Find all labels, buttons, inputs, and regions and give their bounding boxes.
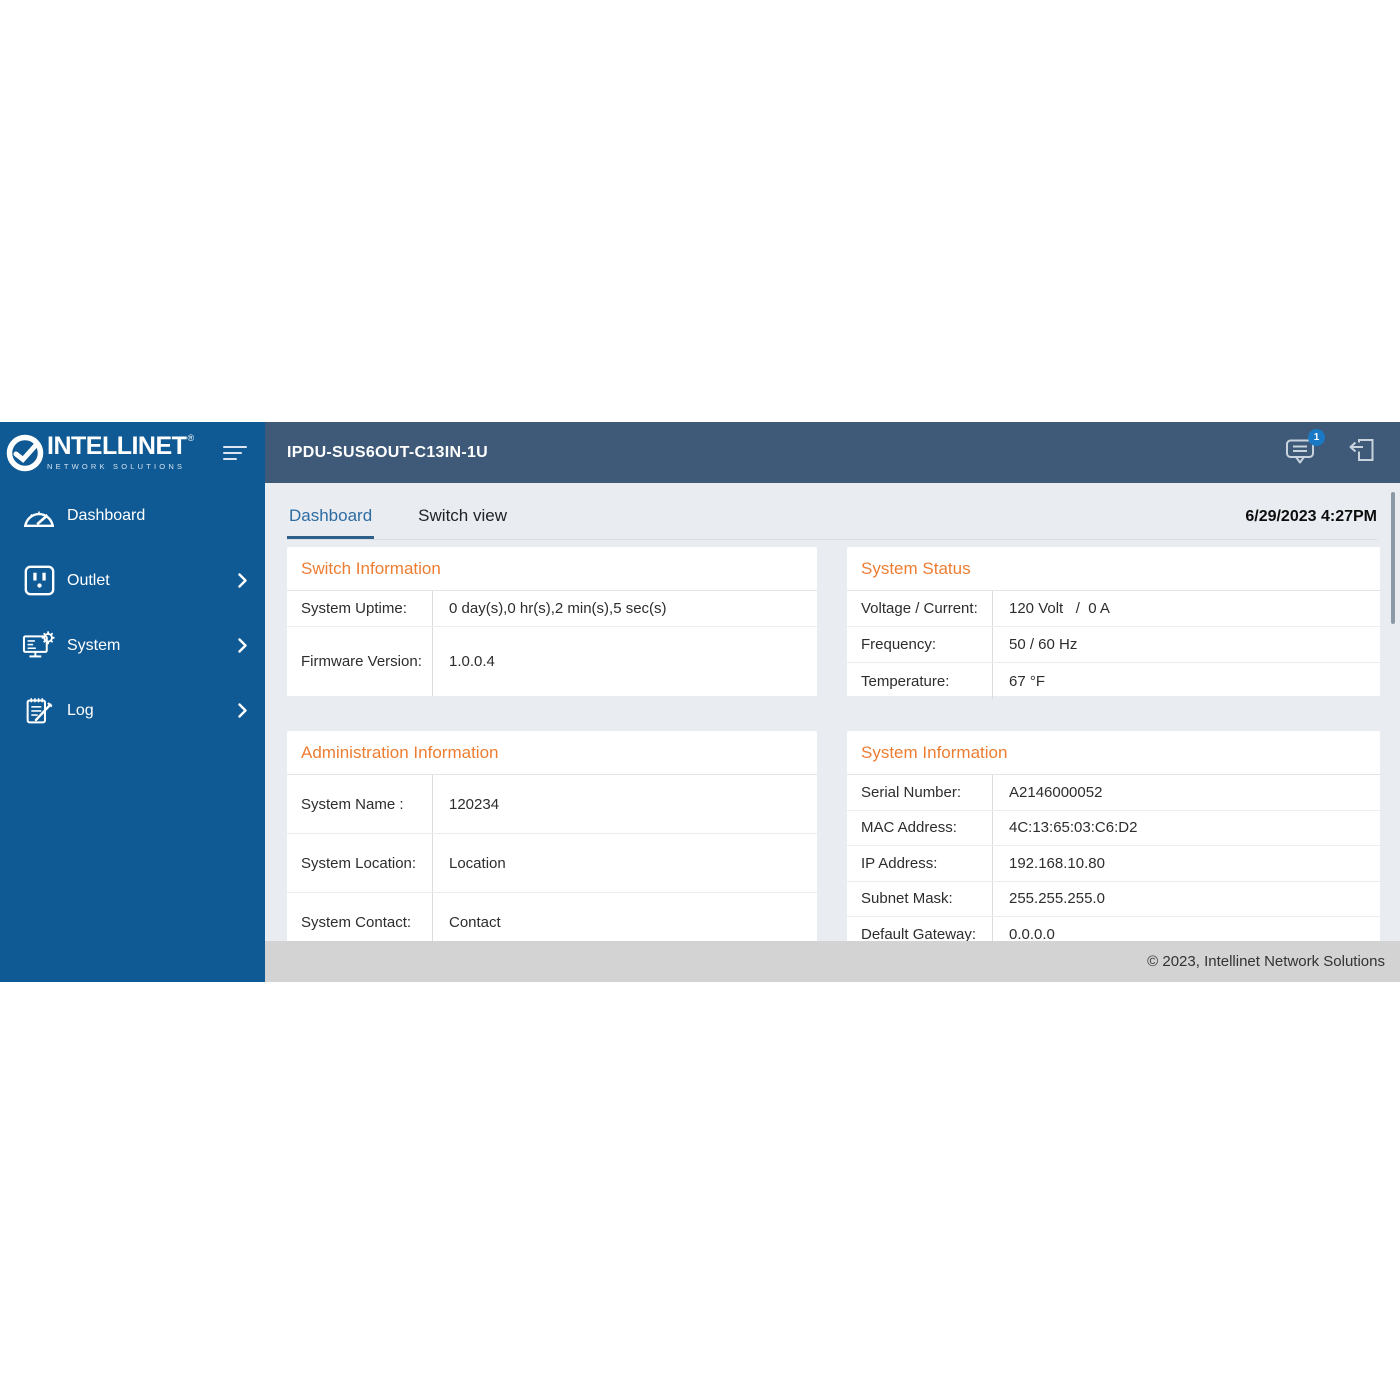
- system-information-card: System Information Serial Number: A214600…: [847, 731, 1380, 953]
- sidebar-item-label: Log: [67, 701, 94, 719]
- row-value: 0 day(s),0 hr(s),2 min(s),5 sec(s): [449, 600, 667, 617]
- row-value: Location: [449, 854, 506, 872]
- row-value: 50 / 60 Hz: [1009, 636, 1078, 653]
- sidebar-item-label: System: [67, 636, 121, 654]
- chevron-right-icon: [238, 573, 247, 588]
- table-row: Firmware Version: 1.0.0.4: [287, 627, 817, 696]
- brand-name: INTELLINET: [47, 432, 187, 460]
- table-row: Default Gateway: 0.0.0.0: [847, 917, 1380, 953]
- table-row: Subnet Mask: 255.255.255.0: [847, 881, 1380, 917]
- card-title: Administration Information: [287, 731, 817, 775]
- brand-tagline: NETWORK SOLUTIONS: [47, 462, 186, 471]
- table-row: Voltage / Current: 120 Volt / 0 A: [847, 591, 1380, 627]
- row-label: Default Gateway:: [847, 917, 993, 953]
- sidebar-item-label: Outlet: [67, 571, 110, 589]
- sidebar-item-log[interactable]: Log: [0, 678, 265, 743]
- table-row: System Contact: Contact: [287, 893, 817, 953]
- intellinet-logo: INTELLINET ® NETWORK SOLUTIONS: [5, 433, 194, 473]
- row-value: 120 Volt / 0 A: [1009, 600, 1110, 617]
- message-icon[interactable]: 1: [1285, 428, 1325, 469]
- gauge-icon: [20, 503, 58, 529]
- copyright-text: © 2023, Intellinet Network Solutions: [1147, 953, 1385, 970]
- datetime-display: 6/29/2023 4:27PM: [1245, 508, 1377, 525]
- card-title: System Information: [847, 731, 1380, 775]
- notification-badge: 1: [1308, 428, 1325, 446]
- row-value: 1.0.0.4: [449, 653, 495, 670]
- tabs-row: Dashboard Switch view 6/29/2023 4:27PM: [287, 483, 1377, 540]
- row-label: Firmware Version:: [287, 627, 433, 696]
- row-value: A2146000052: [1009, 783, 1103, 801]
- row-value: 4C:13:65:03:C6:D2: [1009, 819, 1138, 837]
- row-value: 67 °F: [1009, 672, 1046, 690]
- sidebar-item-label: Dashboard: [67, 506, 146, 524]
- log-icon: [20, 695, 58, 726]
- cards-grid: Switch Information System Uptime: 0 day(s…: [287, 547, 1400, 953]
- row-label: System Name :: [287, 775, 433, 833]
- top-header-bar: IPDU-SUS6OUT-C13IN-1U 1: [265, 422, 1400, 483]
- row-label: Temperature:: [847, 663, 993, 699]
- row-value: Contact: [449, 914, 501, 932]
- administration-information-card: Administration Information System Name :…: [287, 731, 817, 953]
- menu-icon[interactable]: [223, 442, 247, 464]
- row-label: Voltage / Current:: [847, 591, 993, 626]
- card-rows: Serial Number: A2146000052 MAC Address: 4C:…: [847, 775, 1380, 953]
- row-value: 0.0.0.0: [1009, 926, 1055, 944]
- sidebar-item-outlet[interactable]: Outlet: [0, 548, 265, 613]
- table-row: System Location: Location: [287, 834, 817, 893]
- table-row: Temperature: 67 °F: [847, 663, 1380, 699]
- card-title: System Status: [847, 547, 1380, 591]
- row-value: 255.255.255.0: [1009, 890, 1105, 908]
- row-label: IP Address:: [847, 846, 993, 881]
- logout-icon[interactable]: [1346, 436, 1376, 469]
- main-area: IPDU-SUS6OUT-C13IN-1U 1: [265, 422, 1400, 982]
- table-row: IP Address: 192.168.10.80: [847, 846, 1380, 882]
- card-rows: Voltage / Current: 120 Volt / 0 A Frequenc…: [847, 591, 1380, 699]
- app-window: INTELLINET ® NETWORK SOLUTIONS Dashboard…: [0, 422, 1400, 982]
- tab-switch-view[interactable]: Switch view: [418, 506, 507, 525]
- content-area: Dashboard Switch view 6/29/2023 4:27PM Sw…: [265, 483, 1400, 982]
- system-status-card: System Status Voltage / Current: 120 Volt…: [847, 547, 1380, 699]
- sidebar-item-system[interactable]: System: [0, 613, 265, 678]
- table-row: Frequency: 50 / 60 Hz: [847, 627, 1380, 663]
- chevron-right-icon: [238, 638, 247, 653]
- table-row: MAC Address: 4C:13:65:03:C6:D2: [847, 810, 1380, 846]
- card-rows: System Uptime: 0 day(s),0 hr(s),2 min(s),…: [287, 591, 817, 696]
- vertical-scrollbar[interactable]: [1391, 492, 1395, 624]
- header-icons: 1: [1285, 428, 1376, 469]
- outlet-icon: [20, 565, 58, 596]
- row-label: Serial Number:: [847, 775, 993, 810]
- table-row: System Name : 120234: [287, 775, 817, 834]
- brand-text: INTELLINET ® NETWORK SOLUTIONS: [47, 432, 195, 472]
- tab-bar: Dashboard Switch view: [287, 506, 551, 539]
- card-rows: System Name : 120234 System Location: Locat…: [287, 775, 817, 953]
- row-label: MAC Address:: [847, 810, 993, 845]
- sidebar-item-dashboard[interactable]: Dashboard: [0, 483, 265, 548]
- sidebar-nav: Dashboard Outlet System Log: [0, 483, 265, 743]
- table-row: System Uptime: 0 day(s),0 hr(s),2 min(s),…: [287, 591, 817, 627]
- sidebar-logo-row: INTELLINET ® NETWORK SOLUTIONS: [0, 422, 265, 483]
- device-title: IPDU-SUS6OUT-C13IN-1U: [287, 443, 489, 461]
- footer-bar: © 2023, Intellinet Network Solutions: [265, 941, 1400, 982]
- row-label: System Uptime:: [287, 591, 433, 626]
- check-circle-logo-icon: [6, 434, 44, 471]
- row-label: Frequency:: [847, 627, 993, 662]
- switch-information-card: Switch Information System Uptime: 0 day(s…: [287, 547, 817, 696]
- row-value: 192.168.10.80: [1009, 854, 1105, 872]
- sidebar: INTELLINET ® NETWORK SOLUTIONS Dashboard…: [0, 422, 265, 982]
- row-label: System Contact:: [287, 893, 433, 953]
- system-icon: [20, 630, 58, 661]
- row-value: 120234: [449, 795, 500, 813]
- row-label: System Location:: [287, 834, 433, 892]
- chevron-right-icon: [238, 703, 247, 718]
- tab-dashboard[interactable]: Dashboard: [287, 506, 375, 539]
- row-label: Subnet Mask:: [847, 881, 993, 916]
- table-row: Serial Number: A2146000052: [847, 775, 1380, 811]
- registered-mark: ®: [187, 433, 195, 443]
- card-title: Switch Information: [287, 547, 817, 591]
